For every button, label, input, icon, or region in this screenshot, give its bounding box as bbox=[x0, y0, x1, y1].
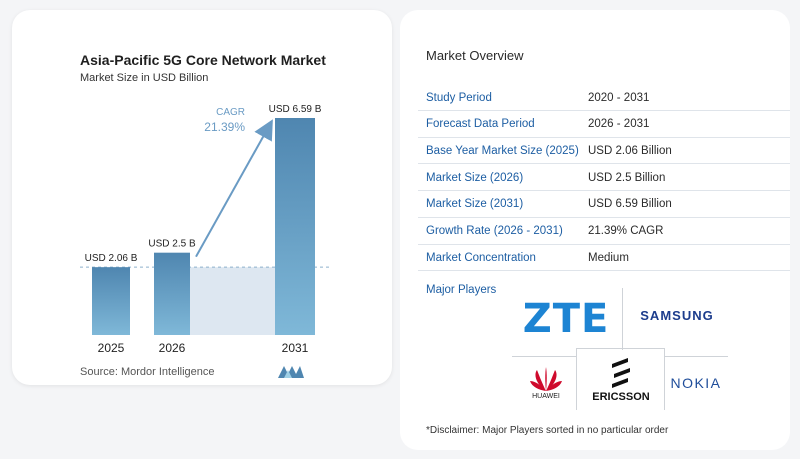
overview-row: Growth Rate (2026 - 2031) 21.39% CAGR bbox=[418, 219, 790, 245]
forecast-shade bbox=[190, 267, 275, 335]
cagr-label: CAGR bbox=[216, 107, 245, 118]
nokia-logo: NOKIA bbox=[664, 368, 728, 398]
cagr-arrow bbox=[195, 119, 273, 258]
chart-title: Asia-Pacific 5G Core Network Market bbox=[80, 52, 326, 68]
ericsson-logo: ERICSSON bbox=[584, 352, 658, 408]
logo-divider bbox=[576, 348, 664, 349]
overview-row-value: USD 6.59 Billion bbox=[588, 198, 672, 211]
data-label: USD 2.06 B bbox=[85, 253, 138, 264]
huawei-logo-text: HUAWEI bbox=[532, 392, 560, 400]
overview-row-label: Base Year Market Size (2025) bbox=[426, 144, 579, 157]
overview-row: Base Year Market Size (2025) USD 2.06 Bil… bbox=[418, 138, 790, 165]
huawei-logo: HUAWEI bbox=[522, 362, 570, 404]
samsung-logo-text: SAMSUNG bbox=[640, 307, 714, 323]
overview-row-label: Market Size (2026) bbox=[426, 171, 524, 184]
major-players-label: Major Players bbox=[426, 284, 497, 296]
overview-row-label: Market Size (2031) bbox=[426, 198, 524, 211]
overview-row-label: Forecast Data Period bbox=[426, 118, 535, 131]
disclaimer: *Disclaimer: Major Players sorted in no … bbox=[426, 425, 669, 436]
market-overview-title: Market Overview bbox=[426, 48, 524, 63]
ericsson-bars-icon bbox=[612, 357, 630, 388]
overview-panel bbox=[400, 10, 790, 450]
overview-row-value: USD 2.5 Billion bbox=[588, 171, 666, 184]
x-tick-label: 2025 bbox=[98, 341, 125, 355]
overview-row: Forecast Data Period 2026 - 2031 bbox=[418, 112, 790, 138]
x-tick-label: 2026 bbox=[159, 341, 186, 355]
nokia-logo-text: NOKIA bbox=[670, 375, 722, 391]
zte-logo: ZTE bbox=[518, 294, 614, 344]
logo-divider bbox=[512, 356, 576, 357]
overview-row-label: Study Period bbox=[426, 91, 492, 104]
overview-row: Market Concentration Medium bbox=[418, 245, 790, 272]
logo-divider bbox=[664, 348, 665, 410]
data-label: USD 6.59 B bbox=[269, 104, 322, 115]
overview-row-value: USD 2.06 Billion bbox=[588, 144, 672, 157]
overview-row-value: 2026 - 2031 bbox=[588, 118, 650, 131]
bar-2025 bbox=[92, 267, 130, 335]
huawei-petals-icon bbox=[530, 366, 562, 391]
logo-divider bbox=[622, 288, 623, 350]
x-tick-label: 2031 bbox=[282, 341, 309, 355]
overview-row: Market Size (2031) USD 6.59 Billion bbox=[418, 192, 790, 218]
mordor-logo-icon bbox=[278, 366, 304, 378]
bar-chart: USD 2.06 B 2025 USD 2.5 B 2026 USD 6.59 B 203… bbox=[80, 104, 330, 355]
chart-subtitle: Market Size in USD Billion bbox=[80, 72, 209, 84]
overview-row-label: Market Concentration bbox=[426, 251, 536, 264]
samsung-logo: SAMSUNG bbox=[632, 300, 722, 330]
overview-row-value: 21.39% CAGR bbox=[588, 225, 664, 237]
bar-2031 bbox=[275, 118, 315, 335]
source-text: Source: Mordor Intelligence bbox=[80, 366, 215, 378]
logo-divider bbox=[664, 356, 728, 357]
overview-row: Study Period 2020 - 2031 bbox=[418, 85, 790, 111]
overview-row-value: 2020 - 2031 bbox=[588, 91, 650, 104]
overview-row-label: Growth Rate (2026 - 2031) bbox=[426, 225, 563, 237]
overview-row-value: Medium bbox=[588, 251, 629, 264]
overview-row: Market Size (2026) USD 2.5 Billion bbox=[418, 165, 790, 192]
source-note: Source: Mordor Intelligence bbox=[80, 366, 215, 378]
ericsson-logo-text: ERICSSON bbox=[592, 390, 650, 403]
bar-2026 bbox=[154, 252, 190, 335]
cagr-value: 21.39% bbox=[204, 120, 245, 134]
logo-divider bbox=[576, 348, 577, 410]
data-label: USD 2.5 B bbox=[148, 239, 196, 250]
zte-logo-text: ZTE bbox=[522, 296, 610, 342]
